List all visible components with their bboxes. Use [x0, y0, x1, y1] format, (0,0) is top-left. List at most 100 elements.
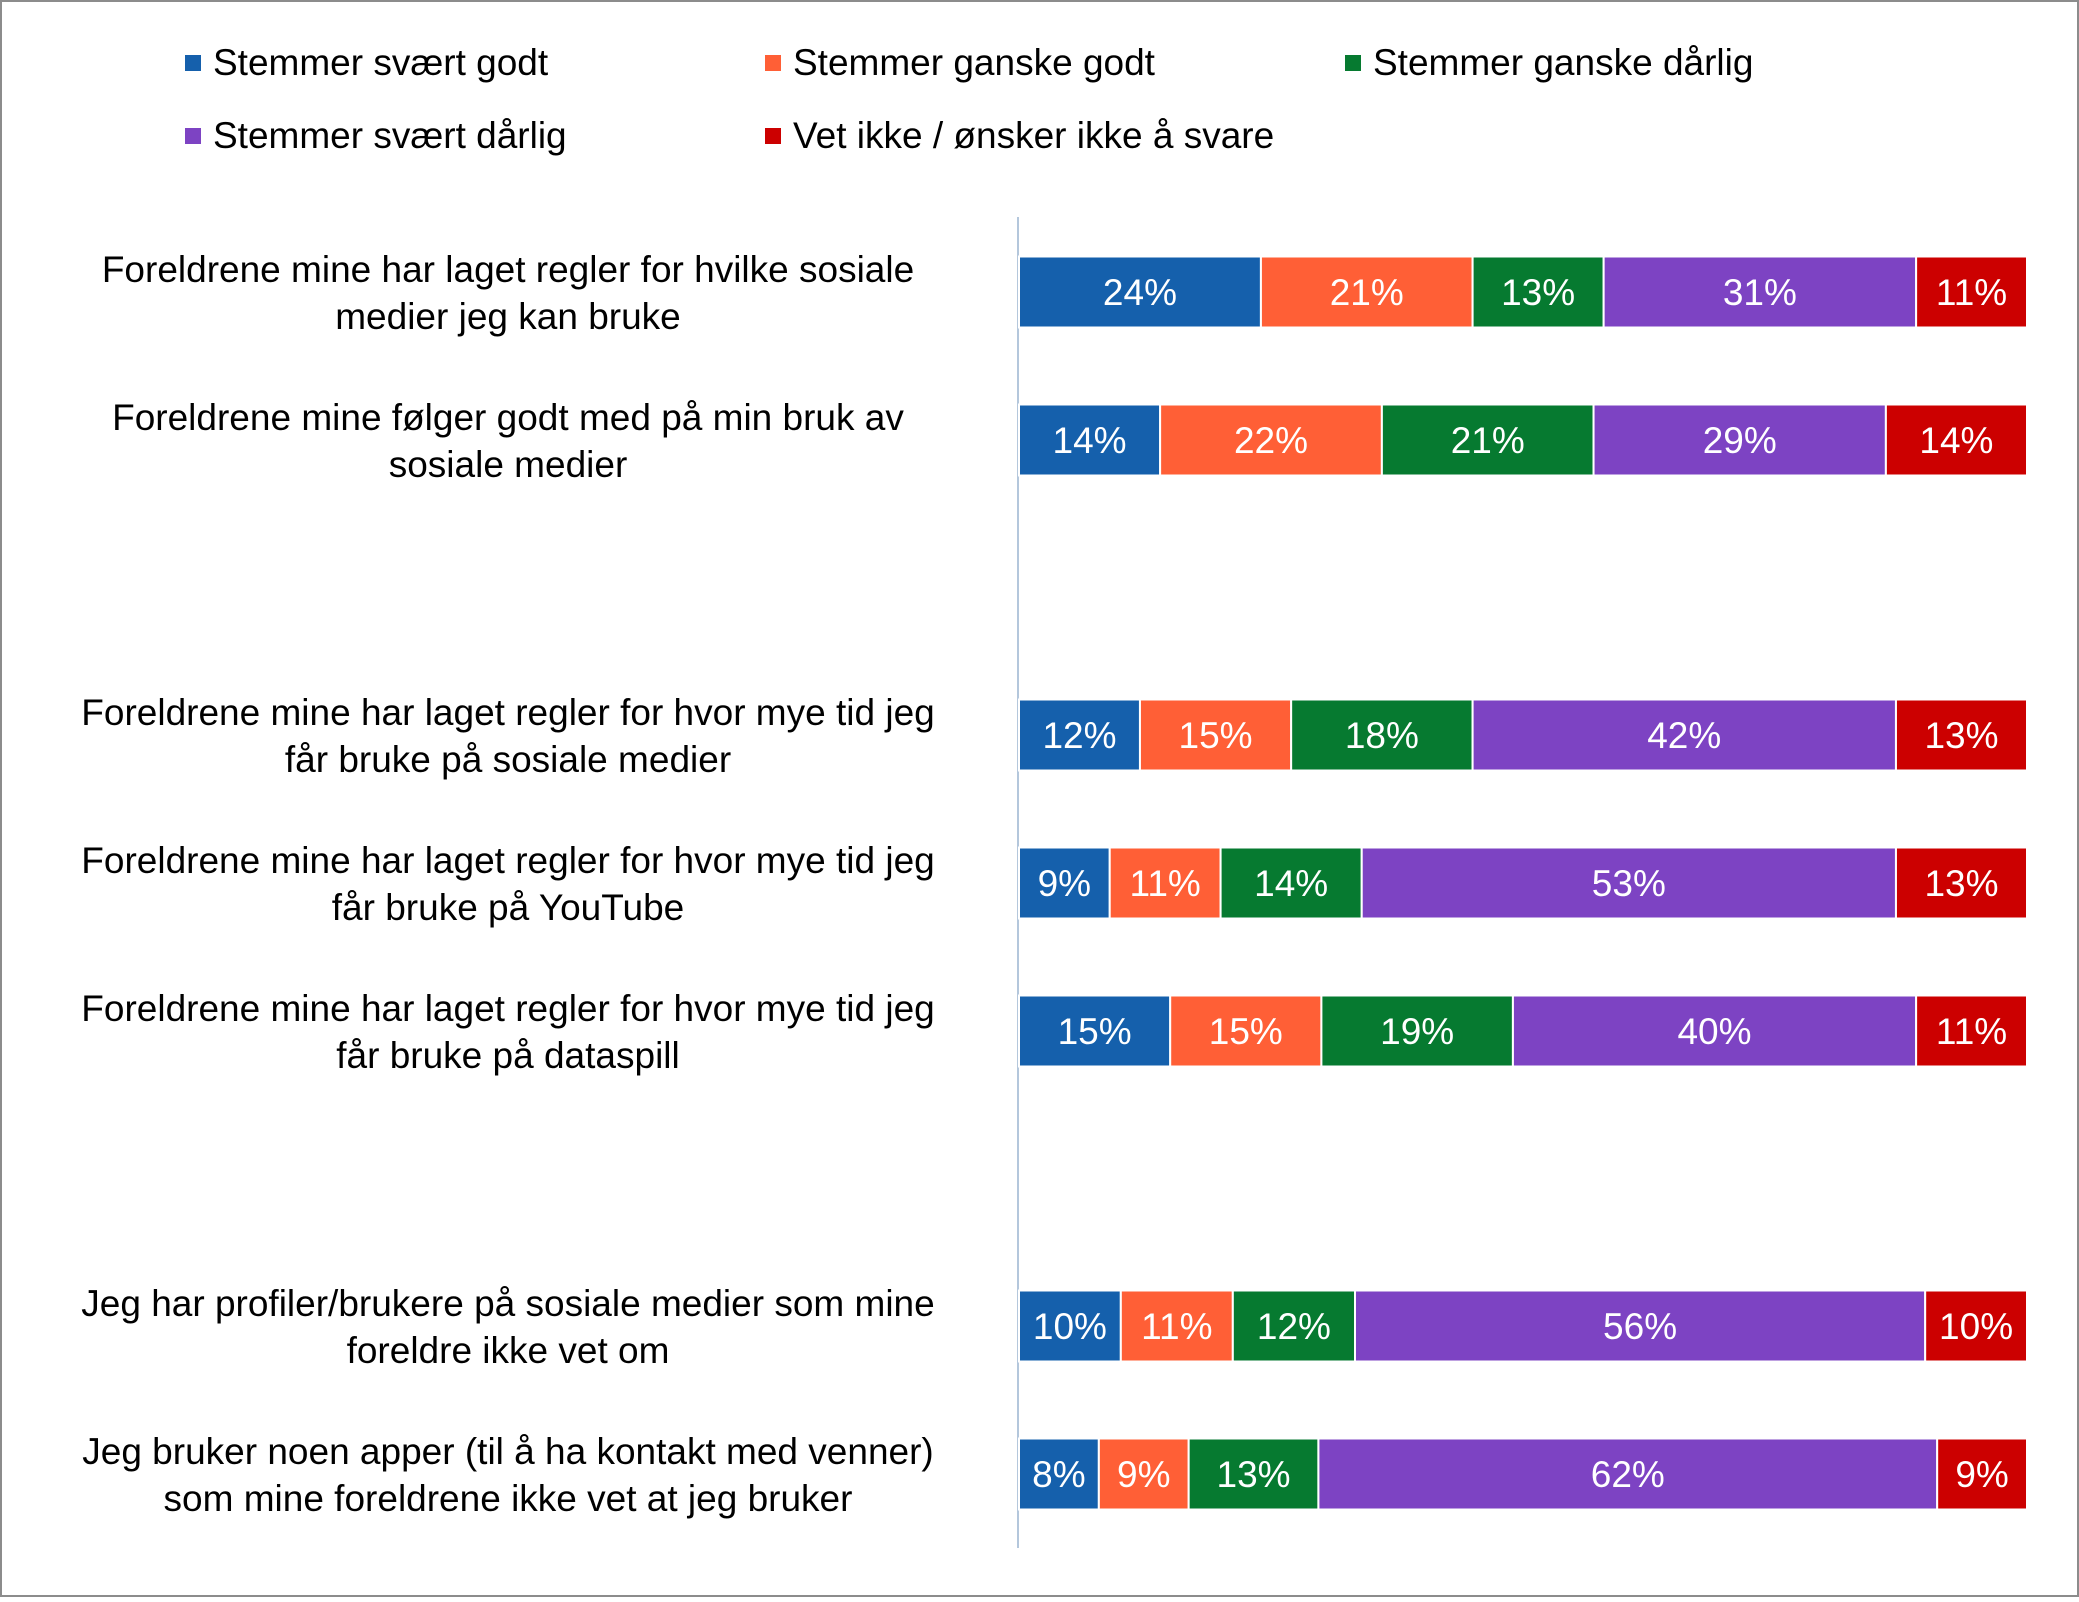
- bars: 24% 21% 13% 31% 11% 14% 22% 21% 29% 14% 12% 15% 18% 4…: [1018, 255, 2029, 1511]
- category-label-3-line-1: Foreldrene mine har laget regler for hvo…: [81, 692, 934, 733]
- data-label-r5-s2: 15%: [1209, 1011, 1283, 1052]
- legend-swatch-5: [765, 128, 781, 144]
- data-label-r7-s4: 62%: [1591, 1454, 1665, 1495]
- bar-segment-r6-s3: [1231, 1289, 1357, 1363]
- legend-label-3: Stemmer ganske dårlig: [1373, 42, 1753, 83]
- data-label-r3-s1: 12%: [1042, 715, 1116, 756]
- bar-segment-r7-s2: [1097, 1437, 1190, 1511]
- bar-segment-r7-s3: [1187, 1437, 1320, 1511]
- data-label-r6-s3: 12%: [1257, 1306, 1331, 1347]
- bar-segment-r3-s4: [1471, 698, 1897, 772]
- category-label-1: Foreldrene mine har laget regler for hvi…: [102, 249, 914, 337]
- data-label-r7-s5: 9%: [1955, 1454, 2008, 1495]
- bar-segment-r4-s1: [1018, 846, 1111, 920]
- bar-segment-r4-s5: [1894, 846, 2028, 920]
- data-label-r2-s4: 29%: [1703, 420, 1777, 461]
- data-label-r1-s4: 31%: [1723, 272, 1797, 313]
- category-label-7: Jeg bruker noen apper (til å ha kontakt …: [82, 1431, 934, 1519]
- data-label-r4-s5: 13%: [1924, 863, 1998, 904]
- bar-segment-r3-s3: [1290, 698, 1474, 772]
- legend-label-4: Stemmer svært dårlig: [213, 115, 567, 156]
- category-label-1-line-1: Foreldrene mine har laget regler for hvi…: [102, 249, 914, 290]
- bar-segment-r2-s2: [1159, 403, 1383, 477]
- category-label-6: Jeg har profiler/brukere på sosiale medi…: [81, 1283, 934, 1371]
- bar-segment-r5-s4: [1511, 994, 1918, 1068]
- category-label-5: Foreldrene mine har laget regler for hvo…: [81, 988, 934, 1076]
- bar-segment-r3-s2: [1138, 698, 1293, 772]
- data-label-r5-s3: 19%: [1380, 1011, 1454, 1052]
- data-label-r1-s2: 21%: [1330, 272, 1404, 313]
- data-label-r2-s5: 14%: [1919, 420, 1993, 461]
- bar-segment-r1-s2: [1259, 255, 1474, 329]
- category-label-4-line-1: Foreldrene mine har laget regler for hvo…: [81, 840, 934, 881]
- data-label-r6-s4: 56%: [1603, 1306, 1677, 1347]
- data-label-r7-s1: 8%: [1032, 1454, 1085, 1495]
- bar-segment-r3-s1: [1018, 698, 1141, 772]
- legend-label-1: Stemmer svært godt: [213, 42, 549, 83]
- bar-segment-r3-s5: [1894, 698, 2028, 772]
- data-label-r3-s2: 15%: [1179, 715, 1253, 756]
- data-label-r1-s1: 24%: [1103, 272, 1177, 313]
- category-label-4-line-2: får bruke på YouTube: [332, 887, 684, 928]
- bar-segment-r7-s5: [1936, 1437, 2029, 1511]
- bar-segment-r6-s1: [1018, 1289, 1122, 1363]
- bar-segment-r5-s3: [1320, 994, 1514, 1068]
- legend-swatch-1: [185, 55, 201, 71]
- bar-segment-r1-s3: [1471, 255, 1605, 329]
- data-label-r5-s4: 40%: [1677, 1011, 1751, 1052]
- data-label-r3-s3: 18%: [1345, 715, 1419, 756]
- data-label-r3-s4: 42%: [1647, 715, 1721, 756]
- legend-label-2: Stemmer ganske godt: [793, 42, 1156, 83]
- legend-label-5: Vet ikke / ønsker ikke å svare: [793, 115, 1274, 156]
- data-label-r2-s1: 14%: [1053, 420, 1127, 461]
- bar-segment-r1-s1: [1018, 255, 1262, 329]
- data-label-r4-s4: 53%: [1592, 863, 1666, 904]
- data-label-r6-s5: 10%: [1939, 1306, 2013, 1347]
- category-label-6-line-2: foreldre ikke vet om: [347, 1330, 670, 1371]
- legend: Stemmer svært godt Stemmer ganske godt Ste…: [185, 42, 1753, 156]
- data-label-r2-s3: 21%: [1451, 420, 1525, 461]
- data-label-r5-s5: 11%: [1936, 1011, 2007, 1052]
- bar-segment-r1-s5: [1915, 255, 2028, 329]
- data-label-r3-s5: 13%: [1924, 715, 1998, 756]
- bar-segment-r1-s4: [1602, 255, 1918, 329]
- bar-segment-r6-s4: [1354, 1289, 1927, 1363]
- category-label-2-line-2: sosiale medier: [389, 444, 628, 485]
- bar-segment-r2-s4: [1592, 403, 1887, 477]
- data-label-r6-s1: 10%: [1033, 1306, 1107, 1347]
- category-label-5-line-2: får bruke på dataspill: [336, 1035, 679, 1076]
- data-label-r5-s1: 15%: [1058, 1011, 1132, 1052]
- bar-segment-r2-s1: [1018, 403, 1162, 477]
- category-label-6-line-1: Jeg har profiler/brukere på sosiale medi…: [81, 1283, 934, 1324]
- bar-segment-r6-s2: [1119, 1289, 1234, 1363]
- category-label-4: Foreldrene mine har laget regler for hvo…: [81, 840, 934, 928]
- category-labels: Foreldrene mine har laget regler for hvi…: [81, 249, 934, 1519]
- bar-segment-r5-s5: [1915, 994, 2028, 1068]
- data-label-r7-s2: 9%: [1117, 1454, 1170, 1495]
- category-label-1-line-2: medier jeg kan bruke: [335, 296, 681, 337]
- category-label-5-line-1: Foreldrene mine har laget regler for hvo…: [81, 988, 934, 1029]
- data-label-r2-s2: 22%: [1234, 420, 1308, 461]
- legend-swatch-2: [765, 55, 781, 71]
- category-label-3-line-2: får bruke på sosiale medier: [285, 739, 731, 780]
- data-label-r6-s2: 11%: [1141, 1306, 1212, 1347]
- data-label-r4-s1: 9%: [1038, 863, 1091, 904]
- data-label-r4-s3: 14%: [1254, 863, 1328, 904]
- data-label-r1-s3: 13%: [1501, 272, 1575, 313]
- legend-swatch-3: [1345, 55, 1361, 71]
- category-label-7-line-2: som mine foreldrene ikke vet at jeg bruk…: [164, 1478, 853, 1519]
- bar-segment-r2-s5: [1884, 403, 2028, 477]
- category-label-7-line-1: Jeg bruker noen apper (til å ha kontakt …: [82, 1431, 934, 1472]
- data-label-r1-s5: 11%: [1936, 272, 2007, 313]
- legend-swatch-4: [185, 128, 201, 144]
- data-label-r7-s3: 13%: [1217, 1454, 1291, 1495]
- bar-segment-r4-s4: [1360, 846, 1897, 920]
- bar-segment-r5-s1: [1018, 994, 1172, 1068]
- bar-segment-r7-s4: [1317, 1437, 1939, 1511]
- bar-segment-r7-s1: [1018, 1437, 1100, 1511]
- category-label-2: Foreldrene mine følger godt med på min b…: [112, 397, 904, 485]
- category-label-2-line-1: Foreldrene mine følger godt med på min b…: [112, 397, 904, 438]
- data-label-r4-s2: 11%: [1130, 863, 1201, 904]
